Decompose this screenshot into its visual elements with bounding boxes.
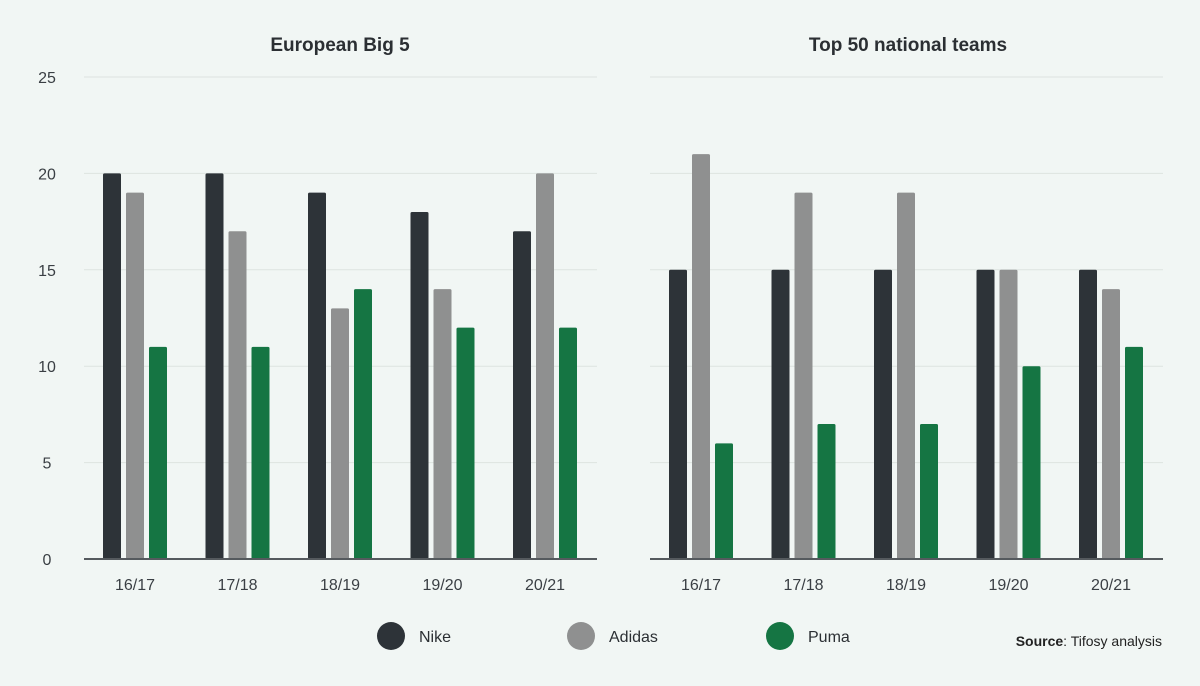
bar-adidas [536,173,554,559]
bar-adidas [331,308,349,559]
legend-label-puma: Puma [808,629,850,646]
bar-adidas [228,231,247,560]
bar-nike [771,269,790,559]
x-tick-label: 16/17 [115,577,155,594]
bar-nike [669,269,687,559]
y-tick-label: 5 [43,456,52,473]
bar-adidas [433,289,452,559]
bar-puma [354,289,372,559]
legend-swatch-adidas [567,622,595,650]
bar-adidas [999,269,1018,559]
x-tick-label: 20/21 [1091,577,1131,594]
bar-puma [1022,366,1041,559]
panel-title-1: European Big 5 [270,35,410,56]
source-label: Source [1015,633,1064,649]
bar-nike [874,269,892,559]
legend-label-adidas: Adidas [609,629,658,646]
bar-puma [149,346,167,559]
bar-puma [559,327,577,559]
y-tick-label: 10 [38,359,56,376]
bar-nike [976,269,995,559]
bar-puma [251,346,270,559]
x-tick-label: 17/18 [783,577,823,594]
y-tick-label: 25 [38,70,56,87]
bar-nike [1079,269,1097,559]
bar-nike [513,231,531,560]
source-text: : Tifosy analysis [1063,633,1162,649]
source-note: Source: Tifosy analysis [1016,633,1162,649]
bar-puma [920,424,938,559]
bar-nike [410,211,429,559]
y-tick-label: 15 [38,263,56,280]
x-tick-label: 18/19 [320,577,360,594]
y-tick-label: 20 [38,166,56,183]
bar-nike [308,192,326,559]
legend-label-nike: Nike [419,629,451,646]
bar-nike [103,173,121,559]
bar-adidas [897,192,915,559]
legend-swatch-nike [377,622,405,650]
x-tick-label: 19/20 [988,577,1028,594]
x-tick-label: 19/20 [422,577,462,594]
bar-adidas [794,192,813,559]
bar-adidas [126,192,144,559]
y-tick-label: 0 [43,552,52,569]
bar-puma [456,327,475,559]
x-tick-label: 20/21 [525,577,565,594]
bar-adidas [692,154,710,559]
bar-puma [817,424,836,559]
x-tick-label: 16/17 [681,577,721,594]
bar-nike [205,173,224,559]
panel-title-2: Top 50 national teams [809,35,1007,56]
legend-swatch-puma [766,622,794,650]
bar-adidas [1102,289,1120,559]
x-tick-label: 18/19 [886,577,926,594]
bar-puma [1125,346,1143,559]
x-tick-label: 17/18 [217,577,257,594]
bar-puma [715,443,733,559]
